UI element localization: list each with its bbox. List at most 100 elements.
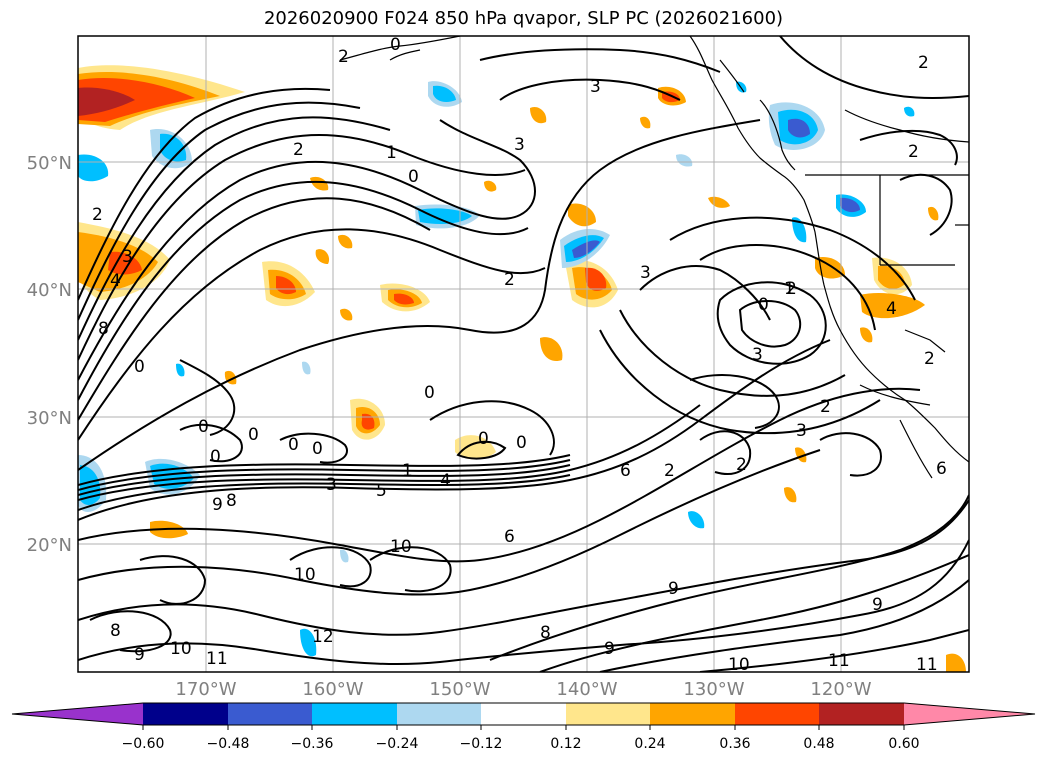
contour-label: 8 (226, 491, 237, 511)
colorbar-tick-label: 0.24 (634, 736, 665, 752)
lon-label: 170°W (175, 679, 236, 700)
lon-label: 140°W (556, 679, 617, 700)
contour-label: 2 (504, 270, 515, 290)
colorbar-segment (735, 703, 819, 725)
colorbar-extend-low (12, 703, 143, 725)
contour-labels: 2 0 3 2 2 1 0 3 4 8 0 2 3 2 0 3 0 0 0 0 … (92, 35, 947, 675)
lon-label: 160°W (302, 679, 363, 700)
map-title: 2026020900 F024 850 hPa qvapor, SLP PC (… (263, 8, 784, 29)
map-area: 2 0 3 2 2 1 0 3 4 8 0 2 3 2 0 3 0 0 0 0 … (78, 35, 969, 675)
lat-label: 20°N (27, 535, 72, 556)
contour-label: 9 (872, 595, 883, 615)
contour-label: 2 (338, 47, 349, 67)
contour-label: 3 (122, 247, 133, 267)
contour-label: 2 (908, 142, 919, 162)
colorbar-tick-label: 0.12 (550, 736, 581, 752)
contour-label: 4 (886, 299, 897, 319)
contour-label: 9 (212, 495, 223, 515)
contour-label: 8 (98, 319, 109, 339)
lat-label: 40°N (27, 280, 72, 301)
contour-label: 0 (198, 417, 209, 437)
contour-label: 2 (786, 279, 797, 299)
lon-label: 150°W (429, 679, 490, 700)
contour-label: 3 (796, 421, 807, 441)
contour-label: 2 (736, 455, 747, 475)
colorbar-segment (228, 703, 312, 725)
contour-label: 0 (424, 383, 435, 403)
colorbar-tick-label: −0.36 (291, 736, 334, 752)
colorbar-tick-label: −0.60 (122, 736, 165, 752)
contour-label: 11 (916, 655, 938, 675)
lon-label: 130°W (683, 679, 744, 700)
colorbar-segment (566, 703, 650, 725)
colorbar-extend-high (904, 703, 1035, 725)
contour-label: 2 (92, 205, 103, 225)
contour-label: 9 (604, 639, 615, 659)
contour-label: 2 (293, 140, 304, 160)
colorbar-tick-label: 0.48 (803, 736, 834, 752)
contour-label: 0 (312, 439, 323, 459)
contour-label: 12 (312, 627, 334, 647)
graticule (78, 36, 969, 672)
contour-label: 0 (210, 447, 221, 467)
contour-label: 11 (828, 651, 850, 671)
slp-contours (78, 36, 969, 672)
contour-label: 5 (376, 481, 387, 501)
contour-label: 6 (504, 527, 515, 547)
contour-label: 6 (936, 459, 947, 479)
colorbar-segment (143, 703, 228, 725)
contour-label: 10 (294, 565, 316, 585)
contour-label: 0 (516, 433, 527, 453)
contour-label: 0 (248, 425, 259, 445)
contour-label: 3 (640, 263, 651, 283)
colorbar-tick-label: −0.24 (376, 736, 419, 752)
lon-label: 120°W (810, 679, 871, 700)
colorbar-segment (819, 703, 904, 725)
contour-label: 10 (728, 655, 750, 675)
contour-label: 11 (206, 649, 228, 669)
contour-label: 0 (758, 295, 769, 315)
contour-label: 0 (390, 35, 401, 55)
colorbar: −0.60 −0.48 −0.36 −0.24 −0.12 0.12 0.24 … (11, 702, 1036, 752)
contour-label: 0 (134, 357, 145, 377)
contour-label: 10 (390, 537, 412, 557)
contour-label: 8 (540, 623, 551, 643)
contour-label: 1 (402, 461, 413, 481)
contour-label: 1 (784, 279, 795, 299)
contour-label: 3 (326, 475, 337, 495)
contour-label: 10 (170, 639, 192, 659)
contour-label: 2 (918, 53, 929, 73)
colorbar-tick-label: 0.60 (888, 736, 919, 752)
colorbar-segment (312, 703, 397, 725)
contour-label: 4 (440, 471, 451, 491)
contour-label: 2 (924, 349, 935, 369)
colorbar-segment (481, 703, 566, 725)
colorbar-segment (650, 703, 735, 725)
lat-label: 50°N (27, 153, 72, 174)
contour-label: 8 (110, 621, 121, 641)
contour-label: 0 (408, 167, 419, 187)
contour-label: 0 (478, 429, 489, 449)
map-frame (77, 35, 970, 673)
contour-label: 6 (620, 461, 631, 481)
contour-label: 0 (288, 435, 299, 455)
lat-label: 30°N (27, 408, 72, 429)
contour-label: 4 (110, 271, 121, 291)
contour-label: 2 (820, 397, 831, 417)
colorbar-ticks (142, 725, 905, 730)
contour-label: 9 (668, 579, 679, 599)
contour-label: 3 (514, 135, 525, 155)
contour-label: 1 (386, 143, 397, 163)
contour-label: 2 (664, 461, 675, 481)
coastlines (339, 36, 969, 479)
qvapor-positive-fills (78, 65, 966, 672)
colorbar-tick-label: 0.36 (719, 736, 750, 752)
contour-label: 9 (134, 645, 145, 665)
longitude-labels: 170°W 160°W 150°W 140°W 130°W 120°W (175, 679, 871, 700)
colorbar-tick-label: −0.12 (460, 736, 503, 752)
latitude-labels: 50°N 40°N 30°N 20°N (27, 153, 72, 556)
colorbar-tick-label: −0.48 (207, 736, 250, 752)
contour-label: 3 (590, 77, 601, 97)
contour-label: 3 (752, 345, 763, 365)
